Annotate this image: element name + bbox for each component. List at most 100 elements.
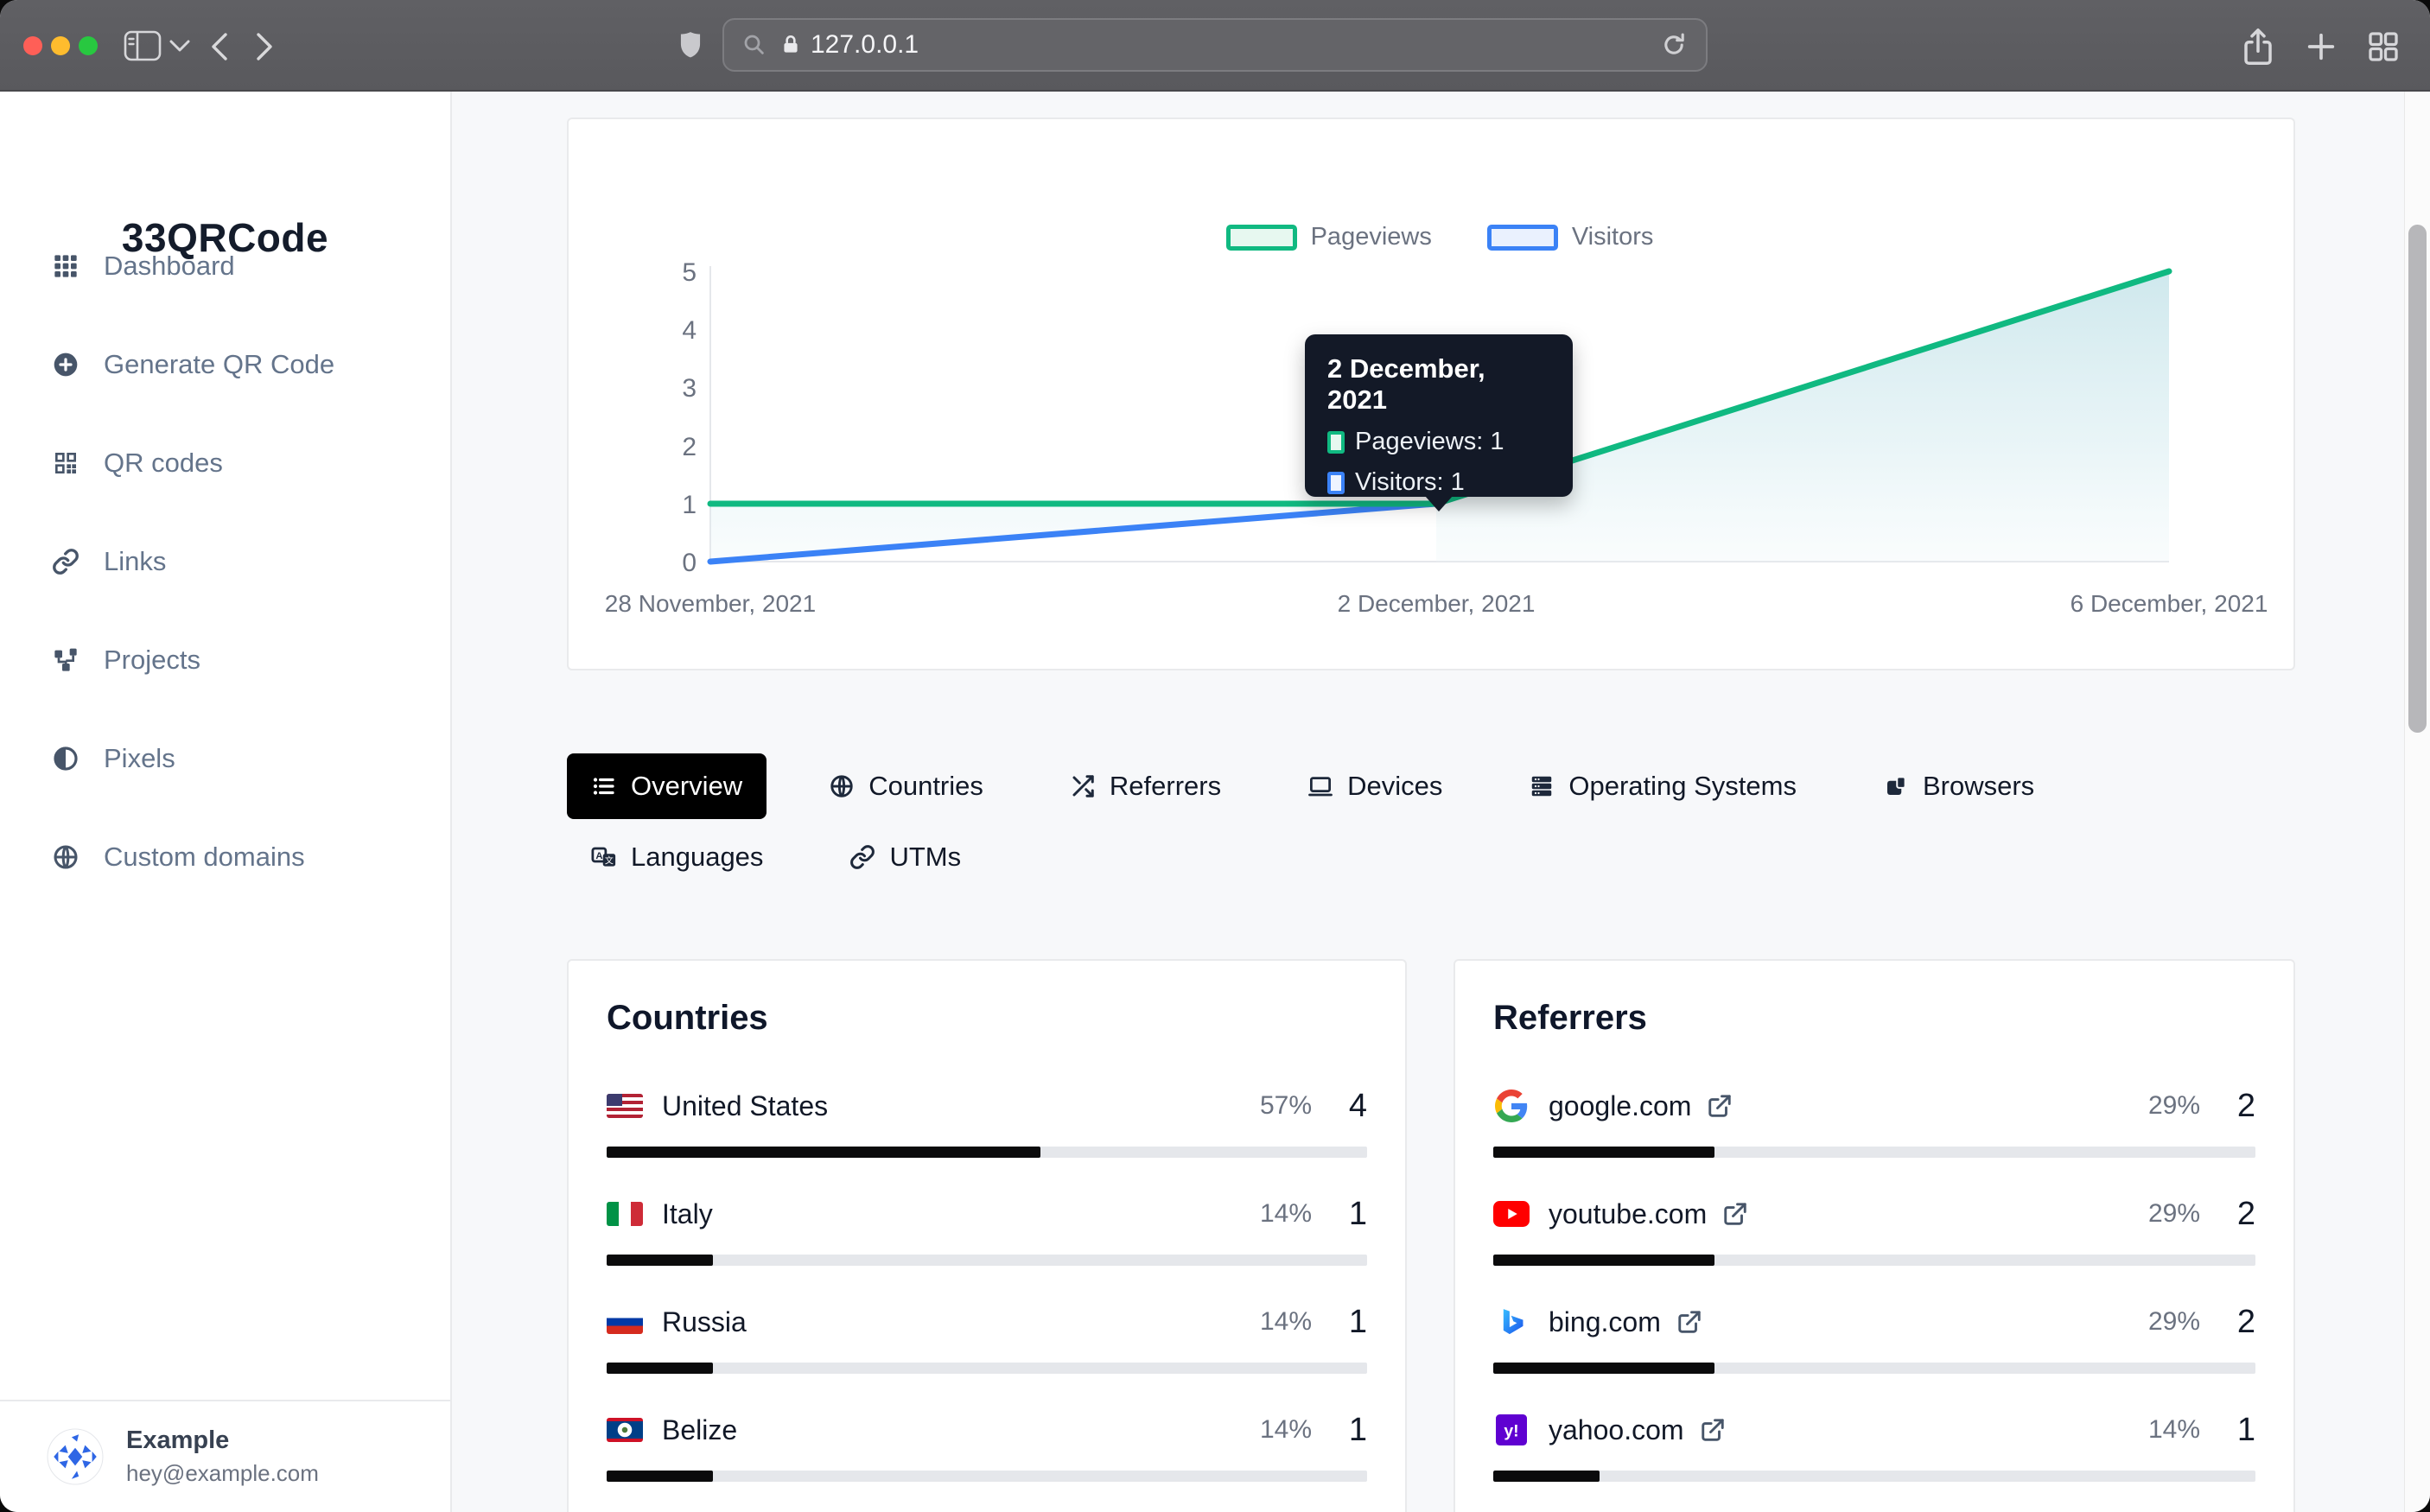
bing-logo-icon [1493, 1306, 1530, 1338]
progress-bar [607, 1147, 1367, 1158]
svg-text:y!: y! [1504, 1422, 1518, 1441]
shuffle-icon [1072, 775, 1094, 797]
zoom-window-button[interactable] [79, 36, 98, 55]
russia-flag-icon [607, 1310, 643, 1334]
scrollbar-thumb[interactable] [2408, 225, 2427, 733]
card-title: Referrers [1493, 999, 1647, 1037]
referrer-count: 2 [2236, 1195, 2255, 1232]
tab-label: Referrers [1109, 771, 1222, 801]
external-link-icon[interactable] [1722, 1201, 1748, 1227]
legend-item-pageviews[interactable]: Pageviews [1225, 223, 1432, 251]
translate-icon: A 文 [591, 847, 616, 867]
legend-item-visitors[interactable]: Visitors [1486, 223, 1654, 251]
sidebar-item-links[interactable]: Links [0, 531, 450, 592]
x-axis-label: 28 November, 2021 [604, 590, 817, 617]
progress-bar [1493, 1147, 2255, 1158]
countries-card: Countries United States 57% 4 Italy 14% … [567, 959, 1407, 1512]
svg-text:文: 文 [605, 854, 614, 866]
y-axis-tick: 4 [682, 316, 697, 345]
tab-languages[interactable]: A 文 Languages [567, 824, 787, 890]
visitors-swatch-icon [1327, 471, 1345, 494]
share-icon[interactable] [2240, 26, 2276, 67]
sidebar-item-label: QR codes [104, 448, 223, 478]
scrollbar-track[interactable] [2404, 92, 2430, 1512]
card-title: Countries [607, 999, 768, 1037]
tab-overview-icon[interactable] [2366, 29, 2401, 64]
yahoo-logo-icon: y! [1493, 1414, 1530, 1445]
globe-icon [54, 845, 78, 869]
y-axis-tick: 2 [682, 433, 697, 461]
visitors-swatch-icon [1486, 224, 1558, 251]
tooltip-visitors-value: Visitors: 1 [1355, 468, 1465, 496]
country-percent: 57% [1259, 1091, 1312, 1120]
country-name: Belize [662, 1414, 738, 1445]
server-icon [1532, 776, 1552, 797]
sidebar-item-projects[interactable]: Projects [0, 630, 450, 690]
country-count: 1 [1348, 1195, 1367, 1232]
globe-icon [830, 775, 853, 797]
sidebar-item-qr-codes[interactable]: QR codes [0, 433, 450, 493]
country-percent: 14% [1259, 1199, 1312, 1228]
sidebar-item-label: Dashboard [104, 251, 235, 281]
sidebar-item-generate-qr-code[interactable]: Generate QR Code [0, 334, 450, 395]
pageviews-swatch-icon [1327, 430, 1345, 454]
minimize-window-button[interactable] [51, 36, 70, 55]
list-icon [593, 778, 614, 795]
y-axis-tick: 3 [682, 374, 697, 403]
sidebar-item-dashboard[interactable]: Dashboard [0, 236, 450, 296]
privacy-shield-icon[interactable] [674, 25, 707, 67]
country-count: 1 [1348, 1411, 1367, 1448]
legend-label: Visitors [1571, 223, 1654, 251]
tooltip-arrow [1425, 496, 1453, 511]
tab-label: Browsers [1922, 771, 2035, 801]
external-link-icon[interactable] [1676, 1309, 1702, 1335]
reload-icon[interactable] [1659, 30, 1689, 60]
sidebar-item-label: Custom domains [104, 842, 305, 872]
tab-overview[interactable]: Overview [567, 753, 767, 819]
pixels-icon [54, 746, 78, 771]
tab-devices[interactable]: Devices [1283, 753, 1466, 819]
sidebar-item-label: Generate QR Code [104, 349, 335, 379]
referrers-card: Referrers google.com 29% 2 [1454, 959, 2295, 1512]
sidebar-toggle-icon[interactable] [124, 30, 162, 61]
referrer-percent: 29% [2147, 1091, 2200, 1120]
browser-toolbar: 127.0.0.1 [0, 0, 2430, 92]
user-email: hey@example.com [126, 1460, 319, 1486]
forward-button[interactable] [252, 31, 277, 62]
x-axis-label: 2 December, 2021 [1337, 590, 1536, 617]
browser-window-icon [1886, 776, 1906, 795]
close-window-button[interactable] [23, 36, 42, 55]
tab-referrers[interactable]: Referrers [1046, 753, 1245, 819]
avatar [47, 1428, 104, 1485]
analytics-tabs: Overview Countries Referrers [567, 753, 2304, 890]
tab-browsers[interactable]: Browsers [1859, 753, 2058, 819]
visitors-line [707, 500, 1440, 565]
referrer-domain: bing.com [1549, 1306, 1661, 1337]
tab-countries[interactable]: Countries [805, 753, 1008, 819]
country-row: Russia 14% 1 [607, 1302, 1367, 1374]
italy-flag-icon [607, 1202, 643, 1226]
toolbar-chevron-down-icon[interactable] [169, 40, 190, 52]
back-button[interactable] [207, 31, 232, 62]
qr-code-icon [55, 453, 76, 473]
tab-utms[interactable]: UTMs [825, 824, 985, 890]
progress-bar [1493, 1471, 2255, 1482]
tab-operating-systems[interactable]: Operating Systems [1504, 753, 1821, 819]
country-name: Italy [662, 1198, 713, 1229]
referrer-percent: 29% [2147, 1199, 2200, 1228]
user-account[interactable]: Example hey@example.com [0, 1400, 450, 1512]
sidebar-item-label: Links [104, 546, 167, 576]
sidebar-item-pixels[interactable]: Pixels [0, 728, 450, 789]
new-tab-icon[interactable] [2304, 29, 2338, 64]
address-bar[interactable]: 127.0.0.1 [722, 18, 1708, 72]
progress-bar [1493, 1255, 2255, 1266]
country-count: 4 [1348, 1087, 1367, 1124]
youtube-logo-icon [1493, 1201, 1530, 1227]
sidebar-item-custom-domains[interactable]: Custom domains [0, 827, 450, 887]
progress-bar [607, 1255, 1367, 1266]
external-link-icon[interactable] [1707, 1093, 1733, 1119]
belize-flag-icon [607, 1418, 643, 1442]
external-link-icon[interactable] [1700, 1417, 1726, 1443]
legend-label: Pageviews [1310, 223, 1432, 251]
